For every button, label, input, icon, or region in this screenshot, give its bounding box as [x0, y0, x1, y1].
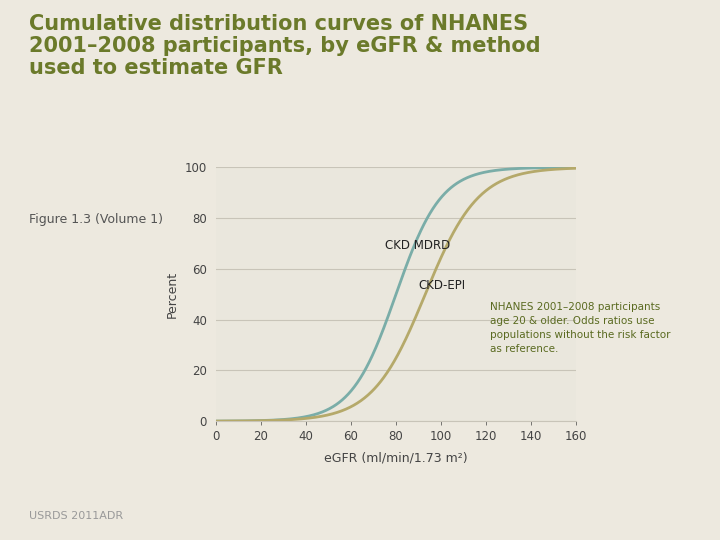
X-axis label: eGFR (ml/min/1.73 m²): eGFR (ml/min/1.73 m²)	[324, 451, 468, 464]
Text: CKD MDRD: CKD MDRD	[384, 239, 450, 252]
Text: NHANES 2001–2008 participants
age 20 & older. Odds ratios use
populations withou: NHANES 2001–2008 participants age 20 & o…	[490, 302, 670, 354]
Y-axis label: Percent: Percent	[166, 271, 179, 318]
Text: Figure 1.3 (Volume 1): Figure 1.3 (Volume 1)	[29, 213, 163, 226]
Text: CKD-EPI: CKD-EPI	[418, 279, 466, 292]
Text: Cumulative distribution curves of NHANES
2001–2008 participants, by eGFR & metho: Cumulative distribution curves of NHANES…	[29, 14, 541, 78]
Text: USRDS 2011ADR: USRDS 2011ADR	[29, 511, 123, 521]
